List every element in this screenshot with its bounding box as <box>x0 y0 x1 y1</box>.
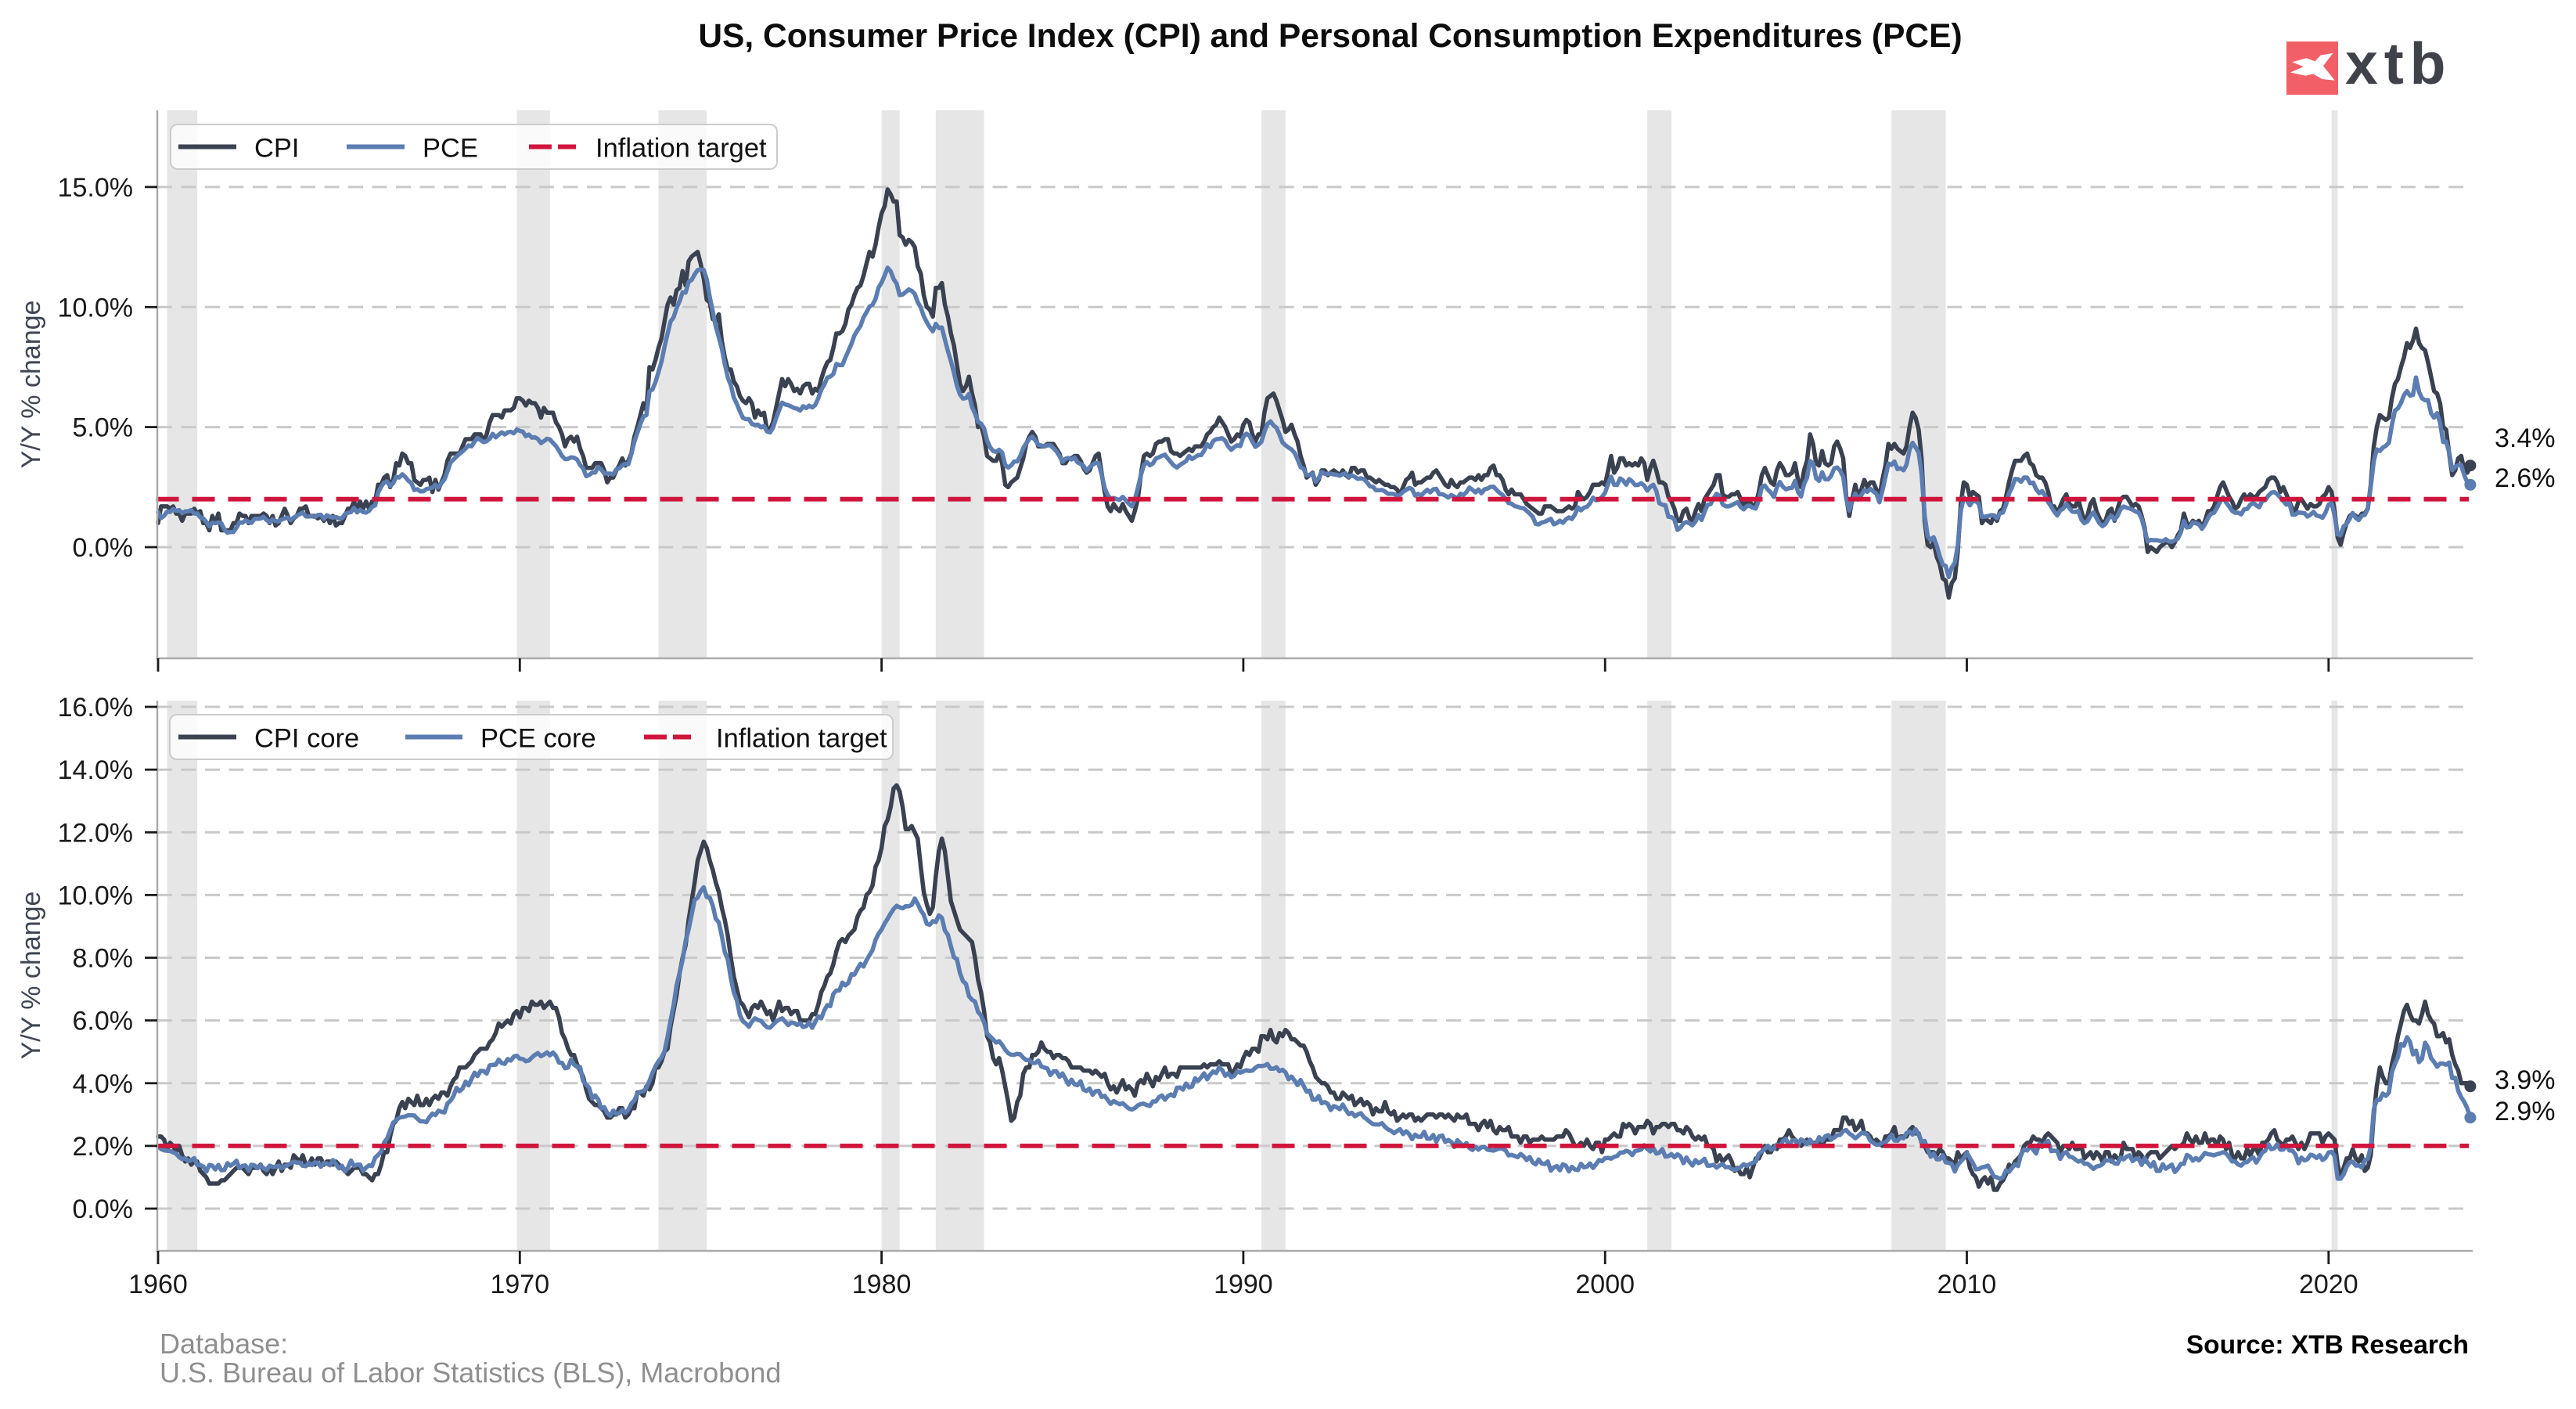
svg-text:1960: 1960 <box>128 1270 188 1299</box>
svg-text:3.9%: 3.9% <box>2495 1065 2556 1095</box>
svg-text:US, Consumer Price Index (CPI): US, Consumer Price Index (CPI) and Perso… <box>698 18 1962 55</box>
svg-text:15.0%: 15.0% <box>58 173 133 203</box>
svg-text:2010: 2010 <box>1937 1270 1997 1299</box>
svg-text:5.0%: 5.0% <box>73 413 134 443</box>
svg-text:2.9%: 2.9% <box>2495 1097 2556 1126</box>
svg-text:Inflation target: Inflation target <box>716 724 887 754</box>
svg-text:2.0%: 2.0% <box>73 1132 134 1162</box>
svg-text:xtb: xtb <box>2345 31 2452 96</box>
svg-text:10.0%: 10.0% <box>58 293 133 323</box>
svg-text:1970: 1970 <box>490 1270 549 1299</box>
svg-text:Inflation target: Inflation target <box>595 134 767 164</box>
svg-text:Source: XTB Research: Source: XTB Research <box>2186 1331 2469 1360</box>
svg-text:2.6%: 2.6% <box>2495 463 2556 493</box>
svg-text:3.4%: 3.4% <box>2495 423 2556 453</box>
svg-text:0.0%: 0.0% <box>73 1195 134 1224</box>
svg-text:PCE core: PCE core <box>480 724 596 754</box>
svg-text:0.0%: 0.0% <box>73 533 134 563</box>
svg-text:4.0%: 4.0% <box>73 1069 134 1099</box>
svg-text:2000: 2000 <box>1575 1270 1635 1299</box>
svg-text:Database:: Database: <box>160 1328 288 1360</box>
svg-text:10.0%: 10.0% <box>58 881 133 910</box>
svg-text:1990: 1990 <box>1214 1270 1273 1299</box>
svg-text:Y/Y % change: Y/Y % change <box>16 301 46 469</box>
svg-text:2020: 2020 <box>2299 1270 2358 1299</box>
svg-text:1980: 1980 <box>852 1270 912 1299</box>
svg-text:CPI: CPI <box>254 134 300 164</box>
svg-text:6.0%: 6.0% <box>73 1007 134 1036</box>
svg-text:U.S. Bureau of Labor Statistic: U.S. Bureau of Labor Statistics (BLS), M… <box>160 1357 781 1389</box>
svg-text:CPI core: CPI core <box>254 724 359 754</box>
svg-text:14.0%: 14.0% <box>58 755 133 785</box>
svg-text:PCE: PCE <box>423 134 478 164</box>
svg-text:8.0%: 8.0% <box>73 944 134 974</box>
svg-text:16.0%: 16.0% <box>58 693 133 723</box>
svg-text:Y/Y % change: Y/Y % change <box>16 892 46 1060</box>
svg-text:12.0%: 12.0% <box>58 818 133 848</box>
